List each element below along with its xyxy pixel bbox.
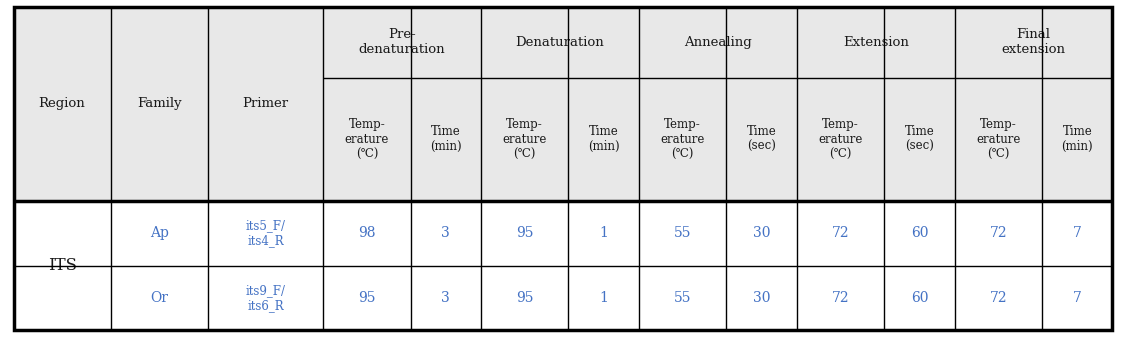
Bar	[1042, 78, 1112, 201]
Bar	[481, 78, 569, 201]
Bar	[884, 78, 955, 201]
Bar	[1042, 201, 1112, 266]
Text: Time
(min): Time (min)	[1062, 125, 1093, 153]
Bar	[110, 266, 208, 330]
Bar	[726, 201, 797, 266]
Bar	[208, 201, 323, 266]
Bar	[323, 266, 411, 330]
Bar	[481, 201, 569, 266]
Text: Temp-
erature
(℃): Temp- erature (℃)	[502, 118, 547, 161]
Bar	[14, 7, 110, 201]
Text: 30: 30	[753, 291, 770, 305]
Bar	[797, 201, 884, 266]
Text: Time
(sec): Time (sec)	[904, 125, 935, 153]
Text: Temp-
erature
(℃): Temp- erature (℃)	[661, 118, 705, 161]
Text: Temp-
erature
(℃): Temp- erature (℃)	[976, 118, 1020, 161]
Text: 3: 3	[441, 226, 450, 240]
Text: ITS: ITS	[47, 257, 77, 274]
Text: 72: 72	[832, 226, 849, 240]
Text: Region: Region	[38, 97, 86, 110]
Text: 95: 95	[358, 291, 376, 305]
Text: Denaturation: Denaturation	[516, 36, 605, 49]
Text: 7: 7	[1073, 226, 1082, 240]
Text: 95: 95	[516, 226, 534, 240]
Bar	[208, 7, 323, 201]
Text: Or: Or	[150, 291, 168, 305]
Bar	[797, 266, 884, 330]
Text: Annealing: Annealing	[683, 36, 752, 49]
Text: its9_F/
its6_R: its9_F/ its6_R	[245, 284, 286, 312]
Text: Family: Family	[137, 97, 181, 110]
Bar	[726, 78, 797, 201]
Text: Pre-
denaturation: Pre- denaturation	[359, 28, 446, 56]
Bar	[638, 78, 726, 201]
Text: 60: 60	[911, 291, 928, 305]
Bar	[1042, 266, 1112, 330]
Bar	[955, 266, 1042, 330]
Text: 72: 72	[832, 291, 849, 305]
Bar	[110, 201, 208, 266]
Bar	[411, 266, 481, 330]
Text: 72: 72	[990, 226, 1007, 240]
Text: 7: 7	[1073, 291, 1082, 305]
Bar	[797, 7, 955, 78]
Bar	[884, 201, 955, 266]
Bar	[638, 266, 726, 330]
Text: Temp-
erature
(℃): Temp- erature (℃)	[345, 118, 390, 161]
Text: 55: 55	[673, 291, 691, 305]
Text: 72: 72	[990, 291, 1007, 305]
Text: 1: 1	[599, 226, 608, 240]
Text: 60: 60	[911, 226, 928, 240]
Bar	[14, 201, 110, 330]
Bar	[411, 201, 481, 266]
Text: Time
(min): Time (min)	[588, 125, 619, 153]
Text: 98: 98	[358, 226, 376, 240]
Text: 95: 95	[516, 291, 534, 305]
Bar	[569, 201, 638, 266]
Bar	[726, 266, 797, 330]
Bar	[569, 266, 638, 330]
Text: 1: 1	[599, 291, 608, 305]
Text: Ap: Ap	[150, 226, 169, 240]
Bar	[884, 266, 955, 330]
Bar	[638, 7, 797, 78]
Text: 30: 30	[753, 226, 770, 240]
Bar	[411, 78, 481, 201]
Text: 55: 55	[673, 226, 691, 240]
Text: its5_F/
its4_R: its5_F/ its4_R	[245, 219, 286, 247]
Text: 3: 3	[441, 291, 450, 305]
Text: Final
extension: Final extension	[1001, 28, 1065, 56]
Bar	[797, 78, 884, 201]
Bar	[323, 78, 411, 201]
Bar	[638, 201, 726, 266]
Text: Extension: Extension	[842, 36, 909, 49]
Text: Time
(sec): Time (sec)	[747, 125, 777, 153]
Bar	[110, 7, 208, 201]
Bar	[569, 78, 638, 201]
Bar	[481, 7, 638, 78]
Bar	[955, 201, 1042, 266]
Text: Primer: Primer	[242, 97, 288, 110]
Bar	[481, 266, 569, 330]
Bar	[955, 7, 1112, 78]
Bar	[323, 201, 411, 266]
Text: Temp-
erature
(℃): Temp- erature (℃)	[819, 118, 863, 161]
Bar	[14, 7, 323, 78]
Bar	[323, 7, 481, 78]
Bar	[955, 78, 1042, 201]
Bar	[208, 266, 323, 330]
Text: Time
(min): Time (min)	[430, 125, 462, 153]
